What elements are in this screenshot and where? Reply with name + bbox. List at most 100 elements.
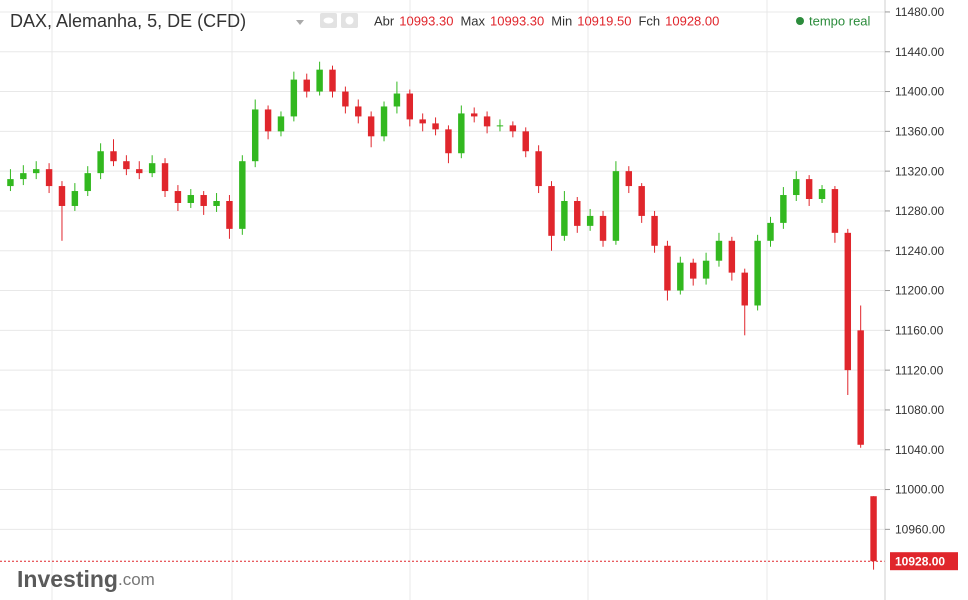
stat-value: 10993.30 [490, 13, 544, 28]
stats: Abr 10993.30 Max 10993.30 Min 10919.50 Fch 1092… [374, 13, 719, 28]
candle-body [239, 161, 246, 229]
candle-body [496, 125, 504, 127]
candle-body [599, 215, 607, 241]
y-tick-label: 10960.00 [895, 523, 945, 537]
y-tick-label: 11080.00 [895, 403, 944, 417]
candle-body [174, 191, 182, 203]
candle-body [97, 151, 104, 174]
candle-body [535, 151, 542, 187]
y-tick-label: 11200.00 [895, 284, 944, 298]
candle-body [458, 113, 465, 154]
candle-body [200, 195, 207, 206]
stat-label: Min [551, 13, 572, 28]
candle-body [844, 232, 852, 371]
candle-body [264, 109, 272, 132]
candle-body [342, 91, 349, 107]
candle-body [818, 189, 826, 200]
stat-value: 10919.50 [577, 13, 631, 28]
candle-body [277, 116, 285, 132]
plot [0, 61, 885, 570]
candle-body [831, 189, 839, 233]
candle-body [303, 79, 310, 92]
stat-label: Fch [638, 13, 660, 28]
candle-body [187, 195, 195, 203]
last-price-label: 10928.00 [895, 554, 945, 568]
candle-body [522, 131, 529, 152]
candle-body [664, 245, 671, 291]
dropdown-arrow[interactable] [296, 20, 304, 25]
candle-body [548, 186, 555, 236]
candle-body [728, 240, 736, 273]
candle-body [251, 109, 259, 162]
candle-body [574, 200, 581, 226]
candle-body [651, 215, 658, 246]
candle-body [161, 163, 169, 192]
candle-body [689, 262, 697, 279]
candle-body [741, 272, 748, 306]
status-dot [796, 17, 804, 25]
candle-body [561, 200, 568, 236]
candle-body [136, 169, 143, 174]
y-tick-label: 11120.00 [895, 363, 944, 377]
candle-body [612, 171, 620, 241]
candle-body [625, 171, 633, 187]
candle-body [445, 129, 452, 154]
stat-value: 10928.00 [665, 13, 719, 28]
y-tick-label: 11280.00 [895, 204, 944, 218]
candle-body [805, 179, 813, 200]
candle-body [290, 79, 298, 117]
candle-body [316, 69, 323, 92]
candle-body [213, 200, 220, 206]
candle-body [509, 125, 517, 132]
stat-label: Max [460, 13, 485, 28]
candle-body [767, 222, 774, 241]
y-tick-label: 11240.00 [895, 244, 944, 258]
y-tick-label: 11480.00 [895, 5, 944, 19]
y-tick-label: 11000.00 [895, 483, 944, 497]
y-axis: 10960.00 11000.00 11040.00 11080.00 11120.00… [885, 5, 958, 571]
candle-body [677, 262, 684, 291]
last-price-box [890, 552, 958, 571]
candle-body [483, 116, 491, 127]
eye-icon-shape [323, 17, 334, 24]
candle-body [406, 93, 414, 120]
candle-body [715, 240, 723, 261]
settings-icon-shape [345, 16, 354, 25]
logo-main: Investing [17, 566, 118, 592]
candle-body [45, 169, 53, 187]
candle-body [857, 330, 864, 445]
candle-body [780, 195, 787, 223]
logo-text: Investing.com [17, 566, 155, 592]
candle-body [71, 191, 79, 206]
candle-body [58, 186, 66, 206]
candle-body [32, 169, 40, 174]
stat-value: 10993.30 [399, 13, 453, 28]
candle-body [110, 151, 117, 162]
candle-body [638, 186, 645, 216]
y-tick-label: 11400.00 [895, 85, 944, 99]
candle-body [123, 161, 130, 170]
candle-body [702, 260, 710, 279]
y-tick-label: 11160.00 [895, 324, 944, 338]
candle-body [20, 173, 27, 180]
y-tick-label: 11040.00 [895, 443, 944, 457]
candle-body [148, 163, 156, 174]
logo-suffix: .com [118, 570, 155, 589]
candle-body [393, 93, 401, 107]
logo: Investing.com [17, 566, 155, 592]
candle-body [754, 240, 761, 306]
stat-label: Abr [374, 13, 395, 28]
candle-body [793, 179, 800, 196]
candle-body [432, 123, 439, 130]
y-tick-label: 11360.00 [895, 125, 944, 139]
candle-body [380, 106, 388, 137]
grid [0, 0, 885, 600]
candle-body [870, 496, 877, 562]
chart-title: DAX, Alemanha, 5, DE (CFD) [10, 11, 246, 31]
candle-body [329, 69, 336, 92]
candle-body [470, 113, 478, 117]
y-tick-label: 11320.00 [895, 164, 944, 178]
